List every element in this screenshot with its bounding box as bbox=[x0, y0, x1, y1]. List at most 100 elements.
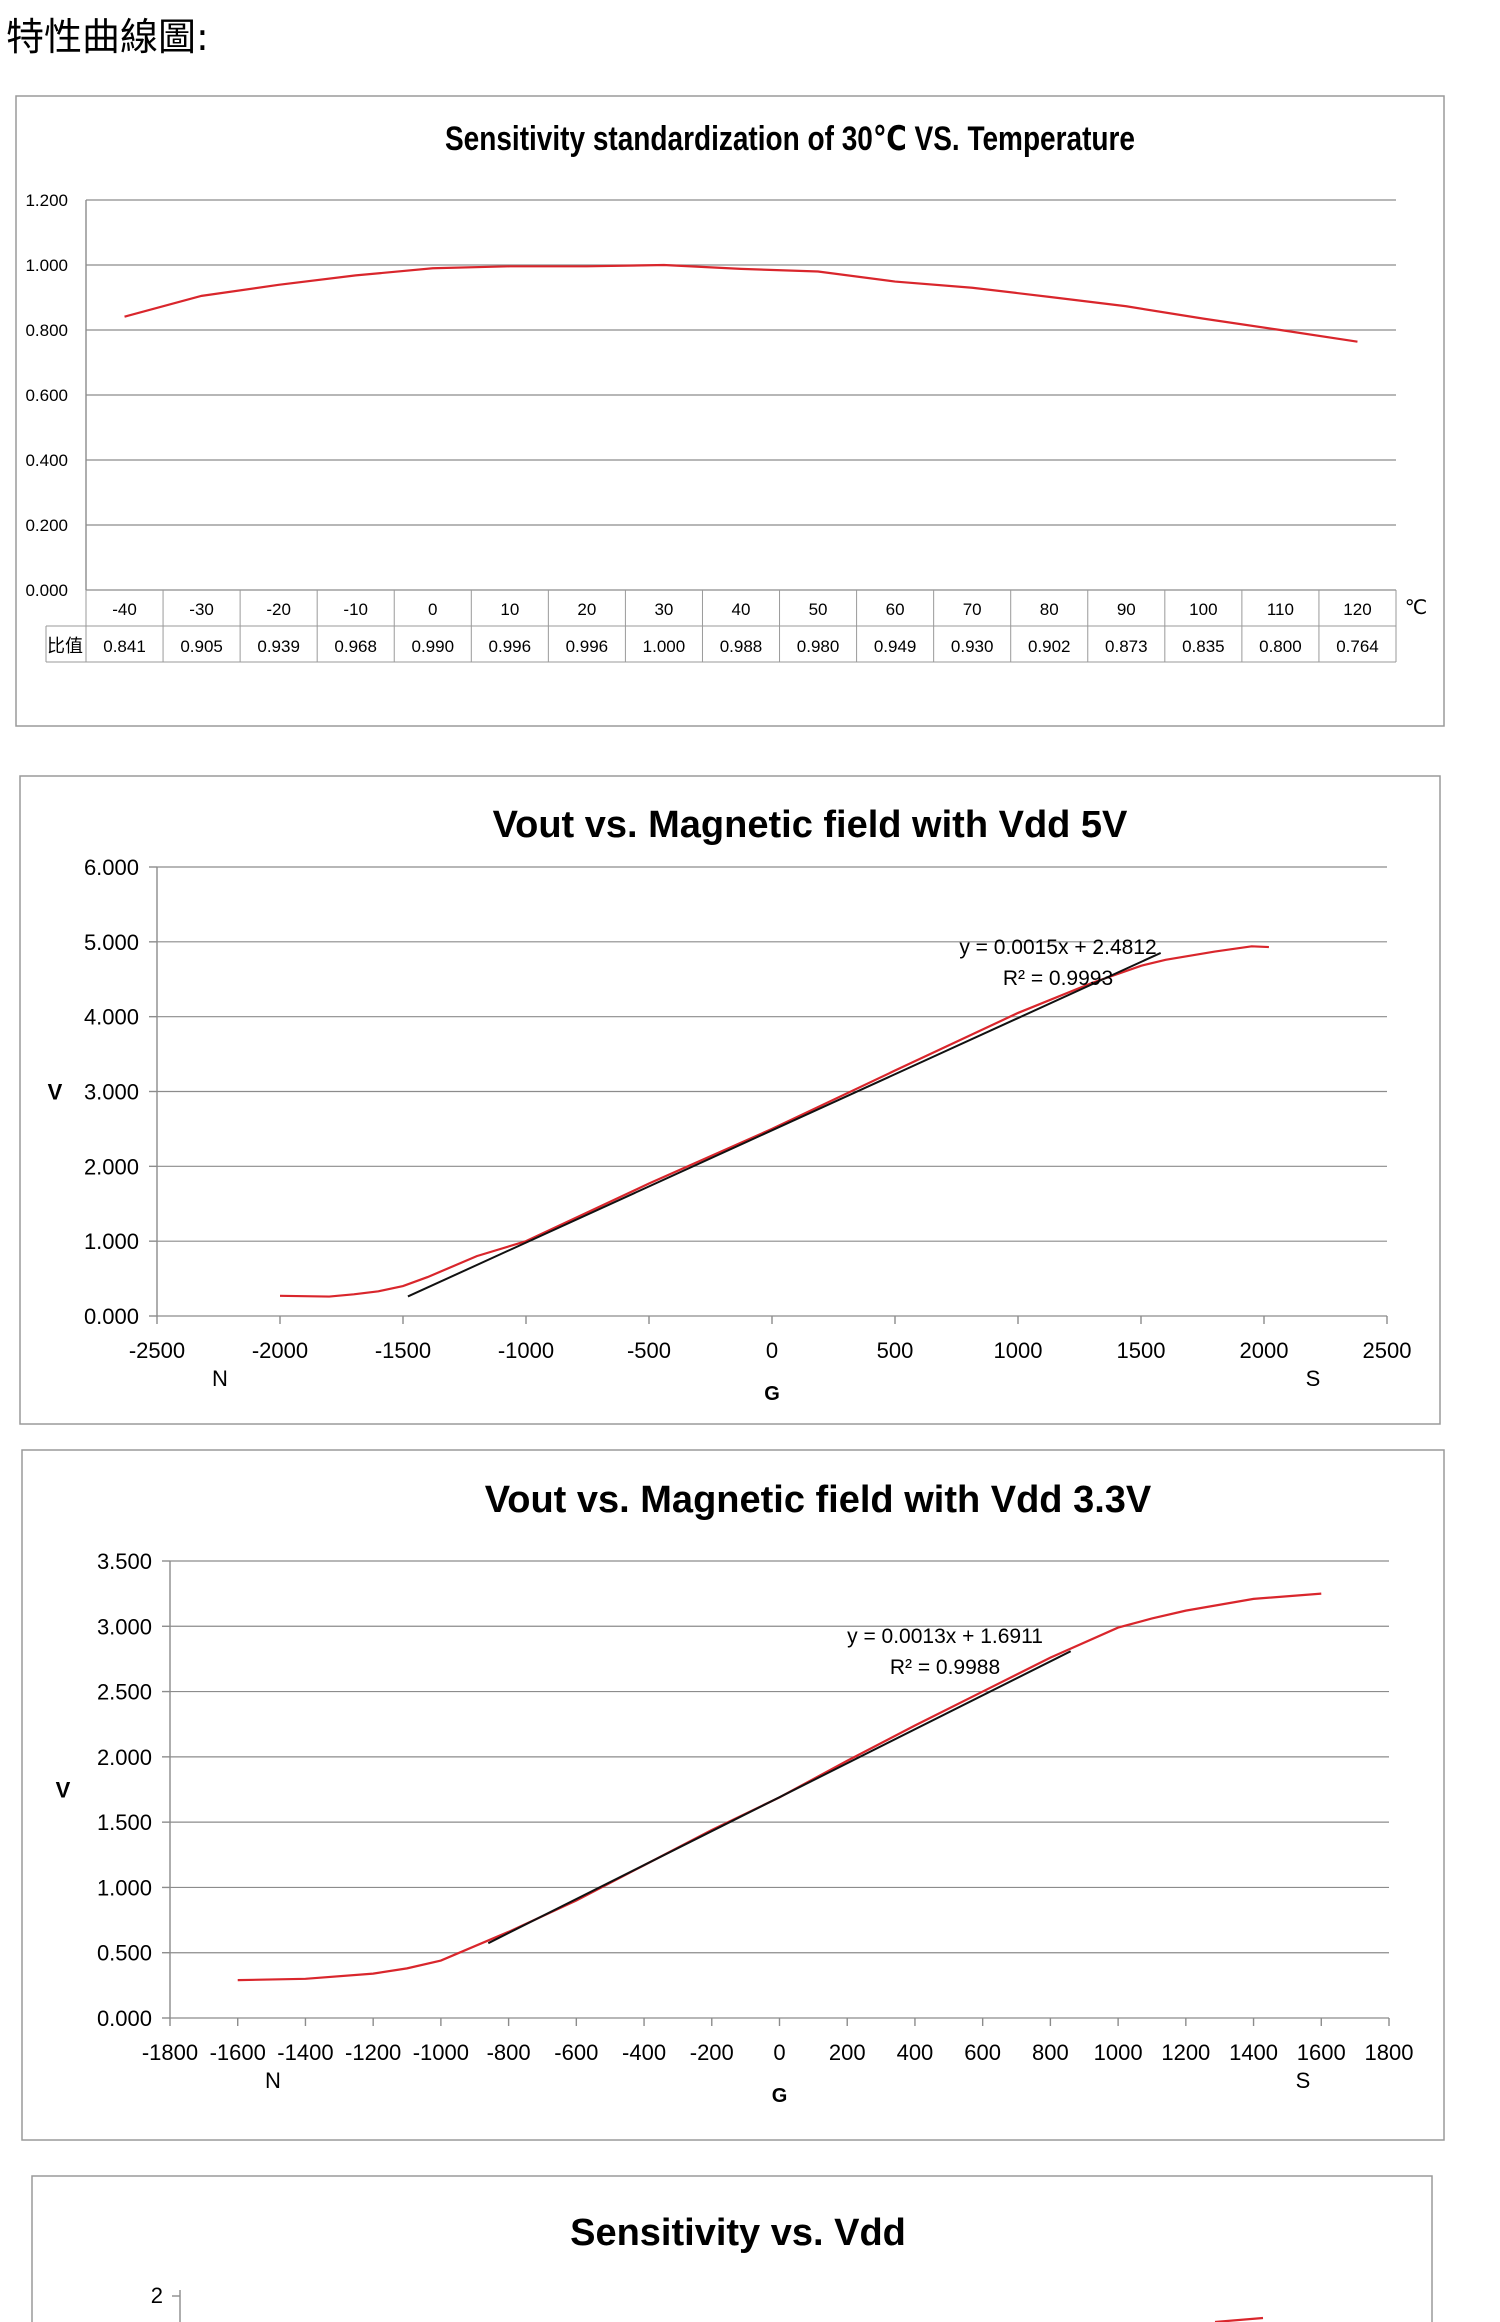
x-left-pole-label: N bbox=[212, 1366, 228, 1391]
y-tick-label: 1.000 bbox=[84, 1229, 139, 1254]
y-tick-label: 3.000 bbox=[97, 1614, 152, 1639]
x-tick-label: -200 bbox=[690, 2040, 734, 2065]
x-tick-label: 90 bbox=[1117, 600, 1136, 619]
x-tick-label: -500 bbox=[627, 1338, 671, 1363]
x-tick-label: 400 bbox=[897, 2040, 934, 2065]
table-value: 0.841 bbox=[103, 637, 146, 656]
x-tick-label: 1200 bbox=[1161, 2040, 1210, 2065]
x-tick-label: 1000 bbox=[994, 1338, 1043, 1363]
chart-sensitivity-vs-vdd: Sensitivity vs. Vdd 2 bbox=[31, 2175, 1433, 2322]
x-tick-label: 60 bbox=[886, 600, 905, 619]
chart-title: Sensitivity vs. Vdd bbox=[570, 2212, 906, 2254]
chart-frame bbox=[31, 2175, 1433, 2322]
x-tick-label: 40 bbox=[732, 600, 751, 619]
x-tick-label: -2000 bbox=[252, 1338, 308, 1363]
x-tick-label: -1200 bbox=[345, 2040, 401, 2065]
table-value: 0.764 bbox=[1336, 637, 1379, 656]
chart-title: Sensitivity standardization of 30℃ VS. T… bbox=[445, 120, 1135, 158]
x-tick-label: 1400 bbox=[1229, 2040, 1278, 2065]
table-value: 0.902 bbox=[1028, 637, 1071, 656]
x-tick-label: 30 bbox=[654, 600, 673, 619]
table-value: 0.949 bbox=[874, 637, 917, 656]
y-tick-label: 0.000 bbox=[25, 581, 68, 600]
trendline bbox=[407, 952, 1162, 1298]
x-tick-label: -1000 bbox=[498, 1338, 554, 1363]
chart-title: Vout vs. Magnetic field with Vdd 5V bbox=[493, 804, 1128, 846]
x-tick-label: 10 bbox=[500, 600, 519, 619]
table-value: 1.000 bbox=[643, 637, 686, 656]
trendline-equation: y = 0.0015x + 2.4812 bbox=[959, 936, 1156, 959]
y-tick-label: 0.000 bbox=[84, 1304, 139, 1329]
y-axis-label: V bbox=[48, 1080, 63, 1105]
x-tick-label: -30 bbox=[189, 600, 214, 619]
chart-vout-5v: Vout vs. Magnetic field with Vdd 5V 0.000… bbox=[19, 775, 1441, 1425]
x-unit-label: ℃ bbox=[1405, 597, 1427, 619]
y-tick-label: 5.000 bbox=[84, 930, 139, 955]
table-value: 0.873 bbox=[1105, 637, 1148, 656]
x-tick-label: -1600 bbox=[210, 2040, 266, 2065]
page-heading: 特性曲線圖: bbox=[6, 15, 209, 59]
x-tick-label: 2000 bbox=[1240, 1338, 1289, 1363]
table-value: 0.800 bbox=[1259, 637, 1302, 656]
y-tick-label: 1.500 bbox=[97, 1810, 152, 1835]
chart-frame bbox=[19, 775, 1441, 1425]
x-tick-label: -1000 bbox=[413, 2040, 469, 2065]
y-tick-label: 0.400 bbox=[25, 451, 68, 470]
table-value: 0.996 bbox=[489, 637, 532, 656]
x-tick-label: 1500 bbox=[1117, 1338, 1166, 1363]
series-line bbox=[1214, 2316, 1264, 2322]
x-axis-label: G bbox=[764, 1383, 780, 1405]
x-tick-label: 800 bbox=[1032, 2040, 1069, 2065]
y-tick-label: 2.500 bbox=[97, 1680, 152, 1705]
table-value: 0.930 bbox=[951, 637, 994, 656]
x-tick-label: 1800 bbox=[1365, 2040, 1414, 2065]
chart-frame bbox=[21, 1449, 1445, 2141]
x-tick-label: 0 bbox=[428, 600, 437, 619]
x-tick-label: 2500 bbox=[1363, 1338, 1412, 1363]
y-tick-label: 0.800 bbox=[25, 321, 68, 340]
trendline bbox=[487, 1650, 1072, 1945]
chart-title: Vout vs. Magnetic field with Vdd 3.3V bbox=[485, 1479, 1152, 1521]
table-value: 0.988 bbox=[720, 637, 763, 656]
y-tick-label: 1.000 bbox=[25, 256, 68, 275]
y-tick-label: 4.000 bbox=[84, 1005, 139, 1030]
x-tick-label: -40 bbox=[112, 600, 137, 619]
x-tick-label: -400 bbox=[622, 2040, 666, 2065]
x-tick-label: 1000 bbox=[1094, 2040, 1143, 2065]
x-tick-label: -1500 bbox=[375, 1338, 431, 1363]
x-tick-label: 200 bbox=[829, 2040, 866, 2065]
table-value: 0.835 bbox=[1182, 637, 1225, 656]
y-tick-label: 0.500 bbox=[97, 1941, 152, 1966]
trendline-equation: y = 0.0013x + 1.6911 bbox=[847, 1625, 1043, 1648]
y-tick-label: 1.200 bbox=[25, 191, 68, 210]
x-tick-label: -800 bbox=[487, 2040, 531, 2065]
x-tick-label: 1600 bbox=[1297, 2040, 1346, 2065]
y-tick-label: 2.000 bbox=[97, 1745, 152, 1770]
x-tick-label: 50 bbox=[809, 600, 828, 619]
x-right-pole-label: S bbox=[1306, 1366, 1321, 1391]
x-tick-label: 0 bbox=[773, 2040, 785, 2065]
chart-frame bbox=[15, 95, 1445, 727]
x-tick-label: 100 bbox=[1189, 600, 1217, 619]
x-tick-label: 120 bbox=[1343, 600, 1371, 619]
table-value: 0.980 bbox=[797, 637, 840, 656]
y-tick-label: 0.000 bbox=[97, 2006, 152, 2031]
x-tick-label: -1400 bbox=[277, 2040, 333, 2065]
series-line bbox=[124, 263, 1358, 343]
table-value: 0.905 bbox=[180, 637, 223, 656]
x-tick-label: 70 bbox=[963, 600, 982, 619]
table-value: 0.996 bbox=[566, 637, 609, 656]
chart-vout-3v3: Vout vs. Magnetic field with Vdd 3.3V 0.0… bbox=[21, 1449, 1445, 2141]
x-tick-label: 80 bbox=[1040, 600, 1059, 619]
y-tick-label: 2 bbox=[151, 2283, 163, 2308]
x-tick-label: -600 bbox=[554, 2040, 598, 2065]
trendline-r2: R² = 0.9993 bbox=[1003, 967, 1113, 990]
y-tick-label: 2.000 bbox=[84, 1154, 139, 1179]
x-left-pole-label: N bbox=[265, 2068, 281, 2093]
x-tick-label: -2500 bbox=[129, 1338, 185, 1363]
y-tick-label: 1.000 bbox=[97, 1875, 152, 1900]
y-tick-label: 3.500 bbox=[97, 1549, 152, 1574]
x-tick-label: 20 bbox=[577, 600, 596, 619]
y-tick-label: 0.200 bbox=[25, 516, 68, 535]
